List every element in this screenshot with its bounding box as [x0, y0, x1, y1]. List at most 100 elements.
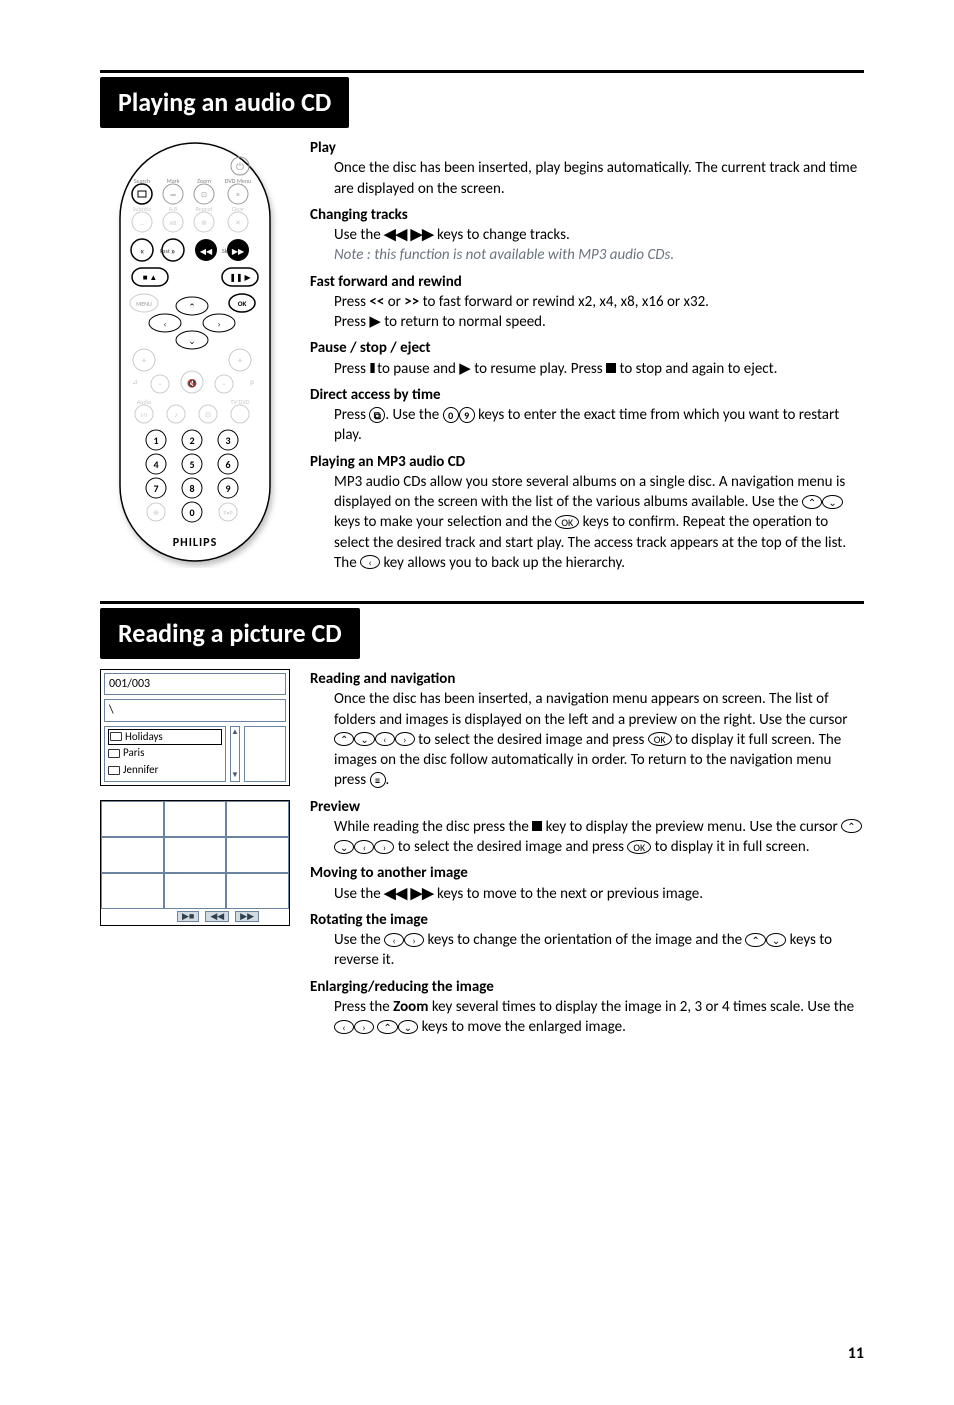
svg-text:+: +	[238, 354, 243, 367]
read-body: Once the disc has been inserted, a navig…	[334, 689, 864, 790]
svg-text:…: …	[140, 219, 144, 227]
svg-text:⊿: ⊿	[132, 377, 138, 386]
play-head: Play	[310, 138, 864, 158]
svg-text:9: 9	[225, 482, 230, 495]
fast-body2: Press ▶ to return to normal speed.	[334, 312, 864, 332]
preview-ff-icon: ▶▶	[235, 911, 259, 922]
svg-text:−: −	[222, 379, 226, 390]
menu-key-icon: ≡	[370, 772, 386, 788]
svg-text:◀◀: ◀◀	[200, 247, 213, 257]
page-number: 11	[848, 1343, 864, 1365]
stop-icon	[532, 821, 542, 831]
svg-text:P: P	[250, 379, 254, 389]
cursor-up-icon: ⌃	[334, 732, 354, 746]
cursor-down-icon: ⌄	[354, 732, 374, 746]
svg-text:1: 1	[153, 434, 158, 447]
svg-text:7: 7	[153, 482, 158, 495]
cursor-up-icon: ⌃	[745, 933, 765, 947]
cursor-right-icon: ›	[374, 840, 394, 854]
svg-text:4: 4	[153, 458, 158, 471]
cursor-up-icon: ⌃	[841, 819, 861, 833]
section-title-audio: Playing an audio CD	[100, 77, 349, 128]
svg-text:«: «	[140, 246, 145, 257]
svg-text:🔇: 🔇	[187, 378, 197, 389]
svg-text:8: 8	[189, 482, 194, 495]
folder-icon	[108, 766, 120, 775]
svg-text:⏻: ⏻	[236, 160, 244, 173]
svg-text:I·II: I·II	[141, 411, 148, 419]
svg-text:»: »	[171, 246, 176, 257]
cursor-left-icon: ‹	[334, 1020, 354, 1034]
svg-text:AB: AB	[170, 219, 177, 227]
svg-text:▶▶: ▶▶	[232, 247, 245, 257]
cursor-left-icon: ‹	[360, 555, 380, 569]
enlarge-head: Enlarging/reducing the image	[310, 977, 864, 997]
svg-text:2: 2	[189, 434, 194, 447]
folder-item: Holidays	[108, 729, 222, 746]
svg-text:⌃: ⌃	[188, 302, 196, 313]
svg-text:⊡: ⊡	[201, 190, 207, 199]
svg-text:‹: ‹	[163, 319, 166, 330]
cursor-down-icon: ⌄	[766, 933, 786, 947]
svg-text:❚❚ ▶: ❚❚ ▶	[229, 273, 251, 283]
folder-item: Paris	[108, 745, 222, 762]
preview-head: Preview	[310, 797, 864, 817]
pause-head: Pause / stop / eject	[310, 338, 864, 358]
folder-icon	[110, 732, 122, 741]
nav-preview-pane	[244, 726, 286, 783]
rotate-body: Use the ‹› keys to change the orientatio…	[334, 930, 864, 971]
direct-body: Press ⧉. Use the 09 keys to enter the ex…	[334, 405, 864, 446]
nav-window-illustration: 001/003 \ Holidays Paris Jennifer ▲▼	[100, 669, 290, 786]
nav-counter: 001/003	[104, 673, 286, 695]
preview-playstop-icon: ▶■	[177, 911, 199, 922]
svg-text:⌄: ⌄	[188, 336, 196, 347]
changing-head: Changing tracks	[310, 205, 864, 225]
changing-body: Use the ◀◀ ▶▶ keys to change tracks.	[334, 225, 864, 245]
cursor-up-icon: ⌃	[377, 1020, 397, 1034]
cursor-down-icon: ⌄	[822, 495, 842, 509]
fast-head: Fast forward and rewind	[310, 272, 864, 292]
key-0-icon: 0	[443, 407, 459, 423]
stop-icon	[606, 363, 616, 373]
read-head: Reading and navigation	[310, 669, 864, 689]
cursor-right-icon: ›	[354, 1020, 374, 1034]
cursor-right-icon: ›	[395, 732, 415, 746]
ok-key-icon: OK	[555, 515, 579, 529]
svg-text:+: +	[142, 354, 147, 367]
folder-icon	[108, 749, 120, 758]
cursor-down-icon: ⌄	[334, 840, 354, 854]
folder-item: Jennifer	[108, 762, 222, 779]
cursor-left-icon: ‹	[384, 933, 404, 947]
enlarge-body: Press the Zoom key several times to disp…	[334, 997, 864, 1038]
svg-text:3: 3	[225, 434, 230, 447]
preview-body: While reading the disc press the key to …	[334, 817, 864, 858]
svg-text:MENU: MENU	[136, 300, 152, 308]
svg-text:6: 6	[225, 458, 230, 471]
nav-path: \	[104, 699, 286, 721]
svg-text:⊟: ⊟	[205, 410, 211, 419]
cursor-left-icon: ‹	[375, 732, 395, 746]
svg-text:∞: ∞	[170, 190, 176, 199]
cursor-left-icon: ‹	[354, 840, 374, 854]
svg-text:♪: ♪	[174, 410, 178, 419]
svg-text:5: 5	[189, 458, 194, 471]
moving-head: Moving to another image	[310, 863, 864, 883]
rotate-head: Rotating the image	[310, 910, 864, 930]
svg-text:≡: ≡	[236, 190, 240, 199]
svg-text:■ ▲: ■ ▲	[143, 273, 158, 283]
play-body: Once the disc has been inserted, play be…	[334, 158, 864, 199]
changing-note: Note : this function is not available wi…	[334, 245, 864, 265]
cursor-down-icon: ⌄	[398, 1020, 418, 1034]
svg-text:PHILIPS: PHILIPS	[173, 536, 218, 550]
direct-head: Direct access by time	[310, 385, 864, 405]
mp3-body: MP3 audio CDs allow you store several al…	[334, 472, 864, 573]
scrollbar-icon: ▲▼	[230, 726, 240, 783]
cursor-right-icon: ›	[404, 933, 424, 947]
svg-text:⊕: ⊕	[201, 218, 207, 227]
section-title-picture: Reading a picture CD	[100, 608, 360, 659]
preview-window-illustration: ▶■ ◀◀ ▶▶	[100, 800, 290, 926]
moving-body: Use the ◀◀ ▶▶ keys to move to the next o…	[334, 884, 864, 904]
preview-rew-icon: ◀◀	[205, 911, 229, 922]
cursor-up-icon: ⌃	[802, 495, 822, 509]
svg-text:✕: ✕	[235, 218, 241, 227]
